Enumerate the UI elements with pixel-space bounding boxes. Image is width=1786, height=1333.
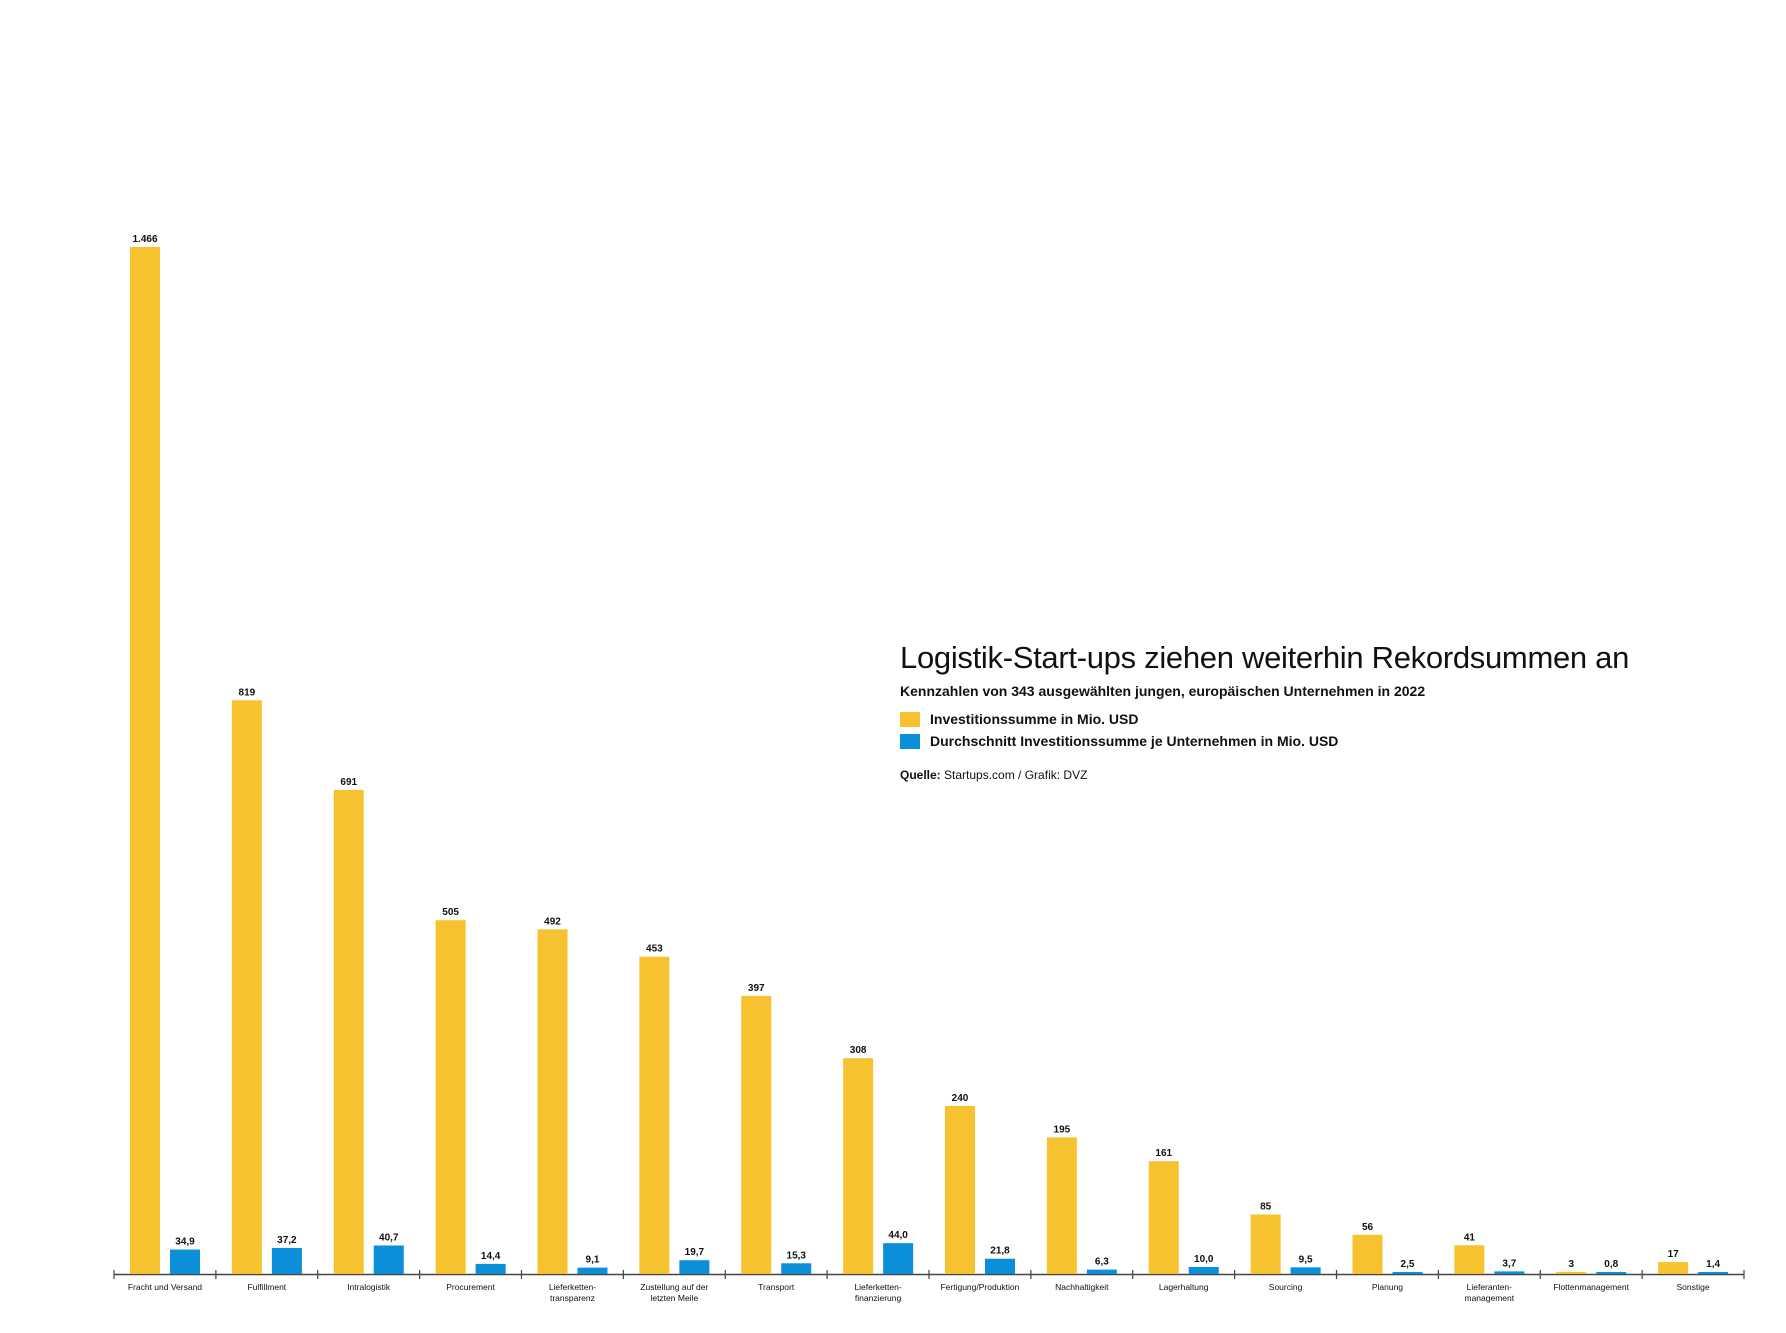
legend-swatch-blue bbox=[900, 733, 920, 749]
bar-average bbox=[1188, 1266, 1219, 1274]
data-label-average: 34,9 bbox=[175, 1237, 195, 1248]
bar-investment bbox=[843, 1058, 874, 1274]
bar-average bbox=[577, 1267, 608, 1274]
bar-investment bbox=[1658, 1262, 1689, 1274]
bar-average bbox=[373, 1245, 404, 1274]
data-label-average: 0,8 bbox=[1604, 1259, 1618, 1270]
legend-block: Logistik-Start-ups ziehen weiterhin Reko… bbox=[900, 640, 1740, 782]
bar-average bbox=[1596, 1272, 1627, 1274]
data-label-average: 1,4 bbox=[1706, 1259, 1720, 1270]
category-label: Lieferanten- bbox=[1467, 1282, 1513, 1292]
bar-average bbox=[679, 1260, 710, 1274]
source-note: Quelle: Startups.com / Grafik: DVZ bbox=[900, 768, 1740, 782]
category-label: Procurement bbox=[446, 1282, 495, 1292]
category-label: Lieferketten- bbox=[854, 1282, 901, 1292]
bar-average bbox=[1290, 1267, 1321, 1274]
category-label: Nachhaltigkeit bbox=[1055, 1282, 1109, 1292]
category-label: letzten Meile bbox=[650, 1293, 698, 1303]
data-label-average: 9,5 bbox=[1299, 1254, 1313, 1265]
category-label: Sourcing bbox=[1269, 1282, 1303, 1292]
source-label: Quelle: bbox=[900, 768, 941, 782]
data-label-investment: 492 bbox=[544, 916, 561, 927]
bar-average bbox=[781, 1263, 812, 1274]
bar-investment bbox=[537, 929, 568, 1274]
bar-average bbox=[1086, 1269, 1117, 1274]
data-label-investment: 240 bbox=[952, 1093, 969, 1104]
data-label-average: 44,0 bbox=[888, 1230, 908, 1241]
data-label-investment: 397 bbox=[748, 983, 765, 994]
bar-investment bbox=[1148, 1161, 1179, 1274]
data-label-average: 40,7 bbox=[379, 1232, 399, 1243]
category-label: Intralogistik bbox=[347, 1282, 391, 1292]
category-label: Transport bbox=[758, 1282, 795, 1292]
bar-average bbox=[475, 1263, 506, 1274]
category-label: finanzierung bbox=[855, 1293, 902, 1303]
bar-investment bbox=[231, 700, 262, 1274]
category-label: Flottenmanagement bbox=[1553, 1282, 1629, 1292]
data-label-investment: 56 bbox=[1362, 1222, 1374, 1233]
source-text: Startups.com / Grafik: DVZ bbox=[944, 768, 1088, 782]
data-label-average: 15,3 bbox=[787, 1250, 807, 1261]
legend-label-average: Durchschnitt Investitionssumme je Untern… bbox=[930, 733, 1339, 749]
data-label-average: 9,1 bbox=[586, 1255, 600, 1266]
bar-investment bbox=[639, 956, 670, 1274]
category-label: Lieferketten- bbox=[549, 1282, 596, 1292]
data-label-investment: 85 bbox=[1260, 1201, 1272, 1212]
data-label-average: 19,7 bbox=[685, 1247, 705, 1258]
bar-average bbox=[1698, 1272, 1729, 1274]
data-label-investment: 819 bbox=[239, 687, 256, 698]
data-label-investment: 195 bbox=[1054, 1124, 1071, 1135]
legend-item-investment: Investitionssumme in Mio. USD bbox=[900, 708, 1740, 730]
category-label: Lagerhaltung bbox=[1159, 1282, 1209, 1292]
data-label-investment: 505 bbox=[442, 907, 459, 918]
data-label-average: 3,7 bbox=[1502, 1258, 1516, 1269]
data-label-average: 14,4 bbox=[481, 1251, 501, 1262]
data-label-investment: 308 bbox=[850, 1045, 867, 1056]
bar-average bbox=[985, 1258, 1015, 1274]
bar-investment bbox=[945, 1105, 975, 1274]
category-label: Planung bbox=[1372, 1282, 1403, 1292]
bar-investment bbox=[1454, 1245, 1485, 1274]
data-label-average: 6,3 bbox=[1095, 1257, 1109, 1268]
legend-label-investment: Investitionssumme in Mio. USD bbox=[930, 711, 1139, 727]
bar-investment bbox=[1046, 1137, 1077, 1274]
legend-item-average: Durchschnitt Investitionssumme je Untern… bbox=[900, 730, 1740, 752]
chart-subtitle: Kennzahlen von 343 ausgewählten jungen, … bbox=[900, 683, 1426, 699]
data-label-average: 21,8 bbox=[990, 1246, 1010, 1257]
data-label-average: 10,0 bbox=[1194, 1254, 1214, 1265]
category-label: Fertigung/Produktion bbox=[940, 1282, 1019, 1292]
data-label-investment: 453 bbox=[646, 944, 663, 955]
bar-average bbox=[883, 1243, 914, 1274]
category-label: Fracht und Versand bbox=[128, 1282, 202, 1292]
bar-investment bbox=[130, 247, 160, 1274]
data-label-average: 2,5 bbox=[1401, 1259, 1415, 1270]
bar-average bbox=[1392, 1272, 1423, 1274]
bar-investment bbox=[1250, 1214, 1281, 1274]
bar-investment bbox=[1352, 1234, 1383, 1274]
legend-swatch-yellow bbox=[900, 711, 920, 727]
bar-average bbox=[1494, 1271, 1525, 1274]
category-label: transparenz bbox=[550, 1293, 595, 1303]
bar-investment bbox=[333, 789, 364, 1274]
bar-average bbox=[170, 1249, 200, 1274]
category-label: management bbox=[1465, 1293, 1515, 1303]
bar-average bbox=[271, 1247, 302, 1274]
bar-investment bbox=[435, 920, 466, 1274]
chart-title: Logistik-Start-ups ziehen weiterhin Reko… bbox=[900, 640, 1630, 675]
data-label-investment: 3 bbox=[1568, 1259, 1574, 1270]
data-label-investment: 161 bbox=[1155, 1148, 1172, 1159]
bar-investment bbox=[1556, 1271, 1587, 1274]
category-label: Fulfillment bbox=[247, 1282, 286, 1292]
bar-investment bbox=[741, 995, 772, 1274]
data-label-investment: 41 bbox=[1464, 1232, 1476, 1243]
category-label: Sonstige bbox=[1677, 1282, 1710, 1292]
category-label: Zustellung auf der bbox=[640, 1282, 708, 1292]
data-label-average: 37,2 bbox=[277, 1235, 297, 1246]
data-label-investment: 17 bbox=[1668, 1249, 1680, 1260]
data-label-investment: 691 bbox=[340, 777, 357, 788]
data-label-investment: 1.466 bbox=[132, 234, 157, 245]
